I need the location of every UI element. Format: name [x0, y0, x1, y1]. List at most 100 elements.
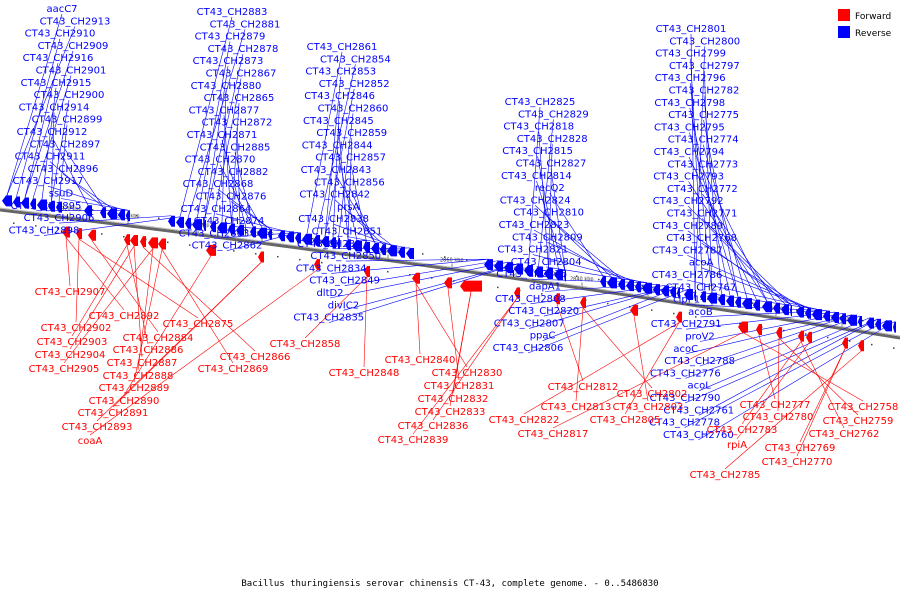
track-dot	[497, 286, 499, 289]
reverse-gene	[245, 225, 246, 237]
reverse-leader-line	[531, 278, 648, 283]
forward-gene-label: CT43_CH2758	[828, 402, 899, 413]
reverse-gene-label: acoC	[673, 344, 698, 355]
track-dot	[123, 235, 125, 238]
reverse-leader-line	[221, 139, 246, 226]
forward-gene-label: CT43_CH2817	[518, 429, 589, 440]
reverse-leader-line	[219, 164, 254, 227]
track-dot	[343, 264, 345, 267]
reverse-gene-label: CT43_CH2821	[497, 245, 568, 256]
reverse-gene	[250, 226, 256, 238]
reverse-leader-line	[550, 168, 566, 271]
reverse-leader-line	[687, 255, 809, 308]
reverse-gene-label: CT43_CH2896	[28, 164, 99, 175]
reverse-gene-label: CT43_CH2823	[499, 220, 570, 231]
reverse-gene-label: CT43_CH2810	[513, 208, 584, 219]
forward-gene-label: CT43_CH2890	[89, 396, 160, 407]
reverse-gene	[534, 266, 543, 278]
reverse-gene	[796, 306, 804, 318]
reverse-gene	[618, 278, 625, 290]
track-dot	[576, 275, 578, 278]
track-dot	[70, 206, 72, 208]
reverse-gene-label: CT43_CH2760	[663, 430, 734, 441]
reverse-gene	[726, 295, 734, 307]
reverse-gene-label: CT43_CH2906	[24, 213, 95, 224]
reverse-gene-label: CT43_CH2820	[508, 306, 579, 317]
reverse-gene	[882, 320, 892, 332]
track-dot	[796, 309, 798, 311]
reverse-gene-label: CT43_CH2897	[30, 139, 101, 150]
reverse-gene-label: CT43_CH2901	[36, 66, 107, 77]
reverse-gene	[313, 234, 320, 246]
reverse-gene-label: CT43_CH2789	[652, 221, 723, 232]
reverse-gene	[37, 199, 47, 211]
reverse-gene-label: CT43_CH2815	[502, 146, 573, 157]
forward-leader-line	[123, 255, 212, 396]
reverse-gene	[21, 197, 29, 209]
forward-gene-label: CT43_CH2902	[41, 323, 112, 334]
forward-gene	[444, 277, 452, 289]
legend: Forward Reverse	[838, 9, 892, 39]
reverse-leader-line	[344, 260, 499, 286]
forward-gene-label: CT43_CH2888	[103, 371, 174, 382]
forward-gene-label: CT43_CH2891	[78, 408, 149, 419]
reverse-leader-line	[702, 169, 768, 302]
reverse-leader-line	[688, 156, 757, 300]
reverse-gene	[228, 223, 235, 235]
reverse-leader-line	[343, 263, 519, 311]
reverse-gene	[30, 198, 36, 210]
reverse-gene-label: CT43_CH2844	[302, 140, 373, 151]
reverse-gene	[268, 228, 272, 240]
reverse-leader-line	[6, 26, 76, 196]
reverse-gene	[642, 282, 652, 294]
reverse-gene	[210, 221, 216, 233]
track-dot	[893, 347, 895, 349]
reverse-gene	[626, 280, 634, 292]
reverse-gene-label: ppaC	[530, 331, 556, 342]
forward-gene	[62, 226, 70, 238]
forward-leader-line	[142, 246, 256, 352]
legend-reverse-label: Reverse	[855, 29, 892, 39]
reverse-leader-line	[533, 229, 622, 280]
forward-gene-label: CT43_CH2833	[415, 407, 486, 418]
forward-leader-line	[523, 322, 680, 415]
reverse-gene	[753, 299, 760, 311]
reverse-gene-label: CT43_CH2876	[196, 192, 267, 203]
reverse-gene-label: CT43_CH2856	[314, 177, 385, 188]
reverse-leader-line	[338, 125, 349, 240]
reverse-leader-line	[306, 51, 343, 234]
reverse-gene	[694, 290, 696, 302]
legend-forward-swatch	[838, 9, 850, 21]
reverse-leader-line	[702, 193, 777, 303]
forward-leader-line	[412, 298, 518, 435]
reverse-gene	[352, 240, 362, 252]
reverse-gene-label: CT43_CH2774	[668, 135, 739, 146]
reverse-leader-line	[690, 58, 704, 292]
reverse-leader-line	[549, 192, 604, 277]
forward-gene-label: CT43_CH2893	[62, 422, 133, 433]
reverse-gene-label: CT43_CH2861	[307, 42, 378, 53]
track-dot	[607, 302, 609, 305]
reverse-gene	[168, 215, 175, 227]
reverse-gene	[893, 321, 896, 333]
reverse-leader-line	[348, 211, 393, 246]
reverse-leader-line	[204, 53, 244, 221]
forward-gene-label: CT43_CH2805	[590, 415, 661, 426]
reverse-gene-label: CT43_CH2910	[25, 29, 96, 40]
reverse-leader-line	[51, 136, 89, 206]
track-dot	[739, 322, 741, 325]
reverse-gene	[812, 309, 822, 321]
reverse-gene-label: CT43_CH2859	[316, 128, 387, 139]
forward-leader-line	[69, 245, 135, 350]
forward-gene	[206, 244, 216, 256]
track-dot	[871, 343, 873, 346]
reverse-leader-line	[51, 112, 55, 201]
reverse-gene-label: CT43_CH2850	[310, 251, 381, 262]
forward-gene-label: coaA	[78, 436, 103, 447]
reverse-gene-label: ssuD	[49, 189, 74, 200]
reverse-gene	[100, 207, 106, 219]
reverse-gene-label: CT43_CH2829	[518, 109, 589, 120]
reverse-gene	[345, 239, 351, 251]
forward-leader-line	[63, 248, 154, 364]
reverse-gene	[257, 227, 267, 239]
